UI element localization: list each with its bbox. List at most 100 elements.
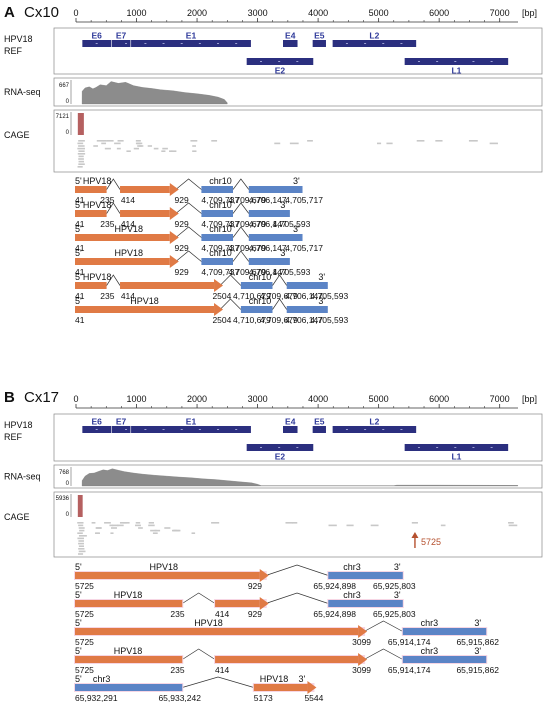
transcript-top-label: HPV18 [83, 272, 112, 282]
cage-read [95, 532, 100, 534]
transcript-coord-label: 235 [100, 195, 114, 205]
transcript-coord-label: 4,706,147 [249, 219, 287, 229]
cage-read [164, 527, 171, 529]
gene-bar [404, 58, 509, 65]
transcript-coord-label: 4,705,717 [285, 243, 323, 253]
transcript-coord-label: 414 [121, 195, 135, 205]
intron-line [232, 226, 250, 238]
exon-arrowhead [169, 183, 179, 196]
transcript-top-label: HPV18 [115, 248, 144, 258]
transcript-coord-label: 65,914,174 [388, 665, 431, 675]
intron-line [106, 202, 121, 214]
transcript-coord-label: 4,709,679 [228, 195, 266, 205]
transcript-top-label: HPV18 [130, 296, 159, 306]
transcript-top-label: 5' [75, 590, 82, 600]
gene-label: L1 [451, 452, 461, 462]
cage-read [285, 522, 293, 524]
cage-read [135, 142, 143, 145]
gene-bar [312, 40, 326, 47]
transcript-coord-label: 41 [75, 243, 85, 253]
cage-read [77, 142, 84, 145]
cage-read [416, 140, 425, 142]
transcript-top-label: 5' [75, 248, 82, 258]
cage-read [346, 524, 354, 527]
transcript-coord-label: 65,924,898 [313, 609, 356, 619]
cage-read [386, 142, 393, 145]
gene-label: L1 [451, 66, 461, 76]
transcript-coord-label: 5725 [75, 609, 94, 619]
cage-read [104, 522, 111, 524]
transcript-coord-label: 929 [175, 219, 189, 229]
cage-read [328, 524, 337, 527]
cage-read [370, 524, 379, 527]
cage-read [147, 145, 153, 147]
cage-read [78, 550, 86, 553]
exon-arrowhead [214, 303, 224, 316]
cage-read [109, 524, 114, 527]
gene-bar [283, 40, 298, 47]
gene-bar [312, 426, 326, 433]
intron-line [265, 592, 329, 604]
transcript-coord-label: 4,709,679 [260, 291, 298, 301]
gene-label: E6 [92, 31, 103, 41]
cage-read [77, 532, 83, 534]
cage-read [96, 140, 104, 142]
cage-read [211, 140, 218, 142]
gene-label: E5 [314, 31, 325, 41]
transcript-top-label: 3' [299, 674, 306, 684]
hpv-exon [75, 656, 183, 663]
transcript-top-label: HPV18 [194, 618, 223, 628]
transcript-top-label: chr10 [209, 248, 232, 258]
cage-read [111, 527, 117, 529]
gene-label: E2 [275, 66, 286, 76]
transcript-coord-label: 235 [100, 291, 114, 301]
transcript-coord-label: 41 [75, 219, 85, 229]
transcript-coord-label: 4,709,737 [201, 267, 239, 277]
hpv-exon [75, 234, 170, 241]
cage-read [190, 140, 198, 142]
intron-line [272, 298, 288, 310]
transcript-coord-label: 4,706,147 [285, 315, 323, 325]
transcript-coord-label: 4,709,679 [228, 267, 266, 277]
cage-read [161, 150, 166, 152]
cage-read [274, 142, 281, 145]
transcript-coord-label: 4,709,679 [228, 219, 266, 229]
rnaseq-zero-label: 0 [66, 481, 70, 487]
transcript-coord-label: 414 [215, 609, 229, 619]
cage-track-box [53, 491, 543, 558]
transcript-coord-label: 4,706,147 [285, 291, 323, 301]
transcript-top-label: chr10 [249, 272, 272, 282]
transcript-coord-label: 5725 [75, 637, 94, 647]
intron-line [182, 648, 216, 660]
transcript-coord-label: 4,705,593 [273, 267, 311, 277]
hpv-exon [215, 656, 359, 663]
transcript-top-label: chr3 [343, 562, 361, 572]
transcript-top-label: chr3 [421, 646, 439, 656]
host-exon [201, 186, 233, 193]
transcript-top-label: chr10 [209, 176, 232, 186]
cage-read [489, 142, 498, 145]
transcript-coord-label: 414 [215, 665, 229, 675]
cage-read [96, 527, 102, 529]
transcript-top-label: HPV18 [83, 176, 112, 186]
transcript-coord-label: 3099 [352, 637, 371, 647]
gene-track-box [53, 27, 543, 75]
host-exon [286, 282, 328, 289]
gene-bar [111, 426, 131, 433]
host-exon [75, 684, 183, 691]
track-label-rnaseq: RNA-seq [4, 87, 41, 97]
cage-read [135, 522, 141, 524]
transcript-coord-label: 65,914,174 [388, 637, 431, 647]
transcript-coord-label: 2504 [212, 315, 231, 325]
tss-label: 5725 [421, 537, 441, 547]
transcript-coord-label: 65,925,803 [373, 609, 416, 619]
cage-read [468, 140, 478, 142]
transcript-top-label: 3' [280, 248, 287, 258]
transcript-coord-label: 235 [170, 665, 184, 675]
transcript-top-label: 5' [75, 224, 82, 234]
host-exon [248, 210, 290, 217]
axis-tick-label: 6000 [429, 394, 449, 404]
cage-track-box [53, 109, 543, 173]
rnaseq-zero-label: 0 [66, 99, 70, 105]
hpv-exon [75, 186, 107, 193]
